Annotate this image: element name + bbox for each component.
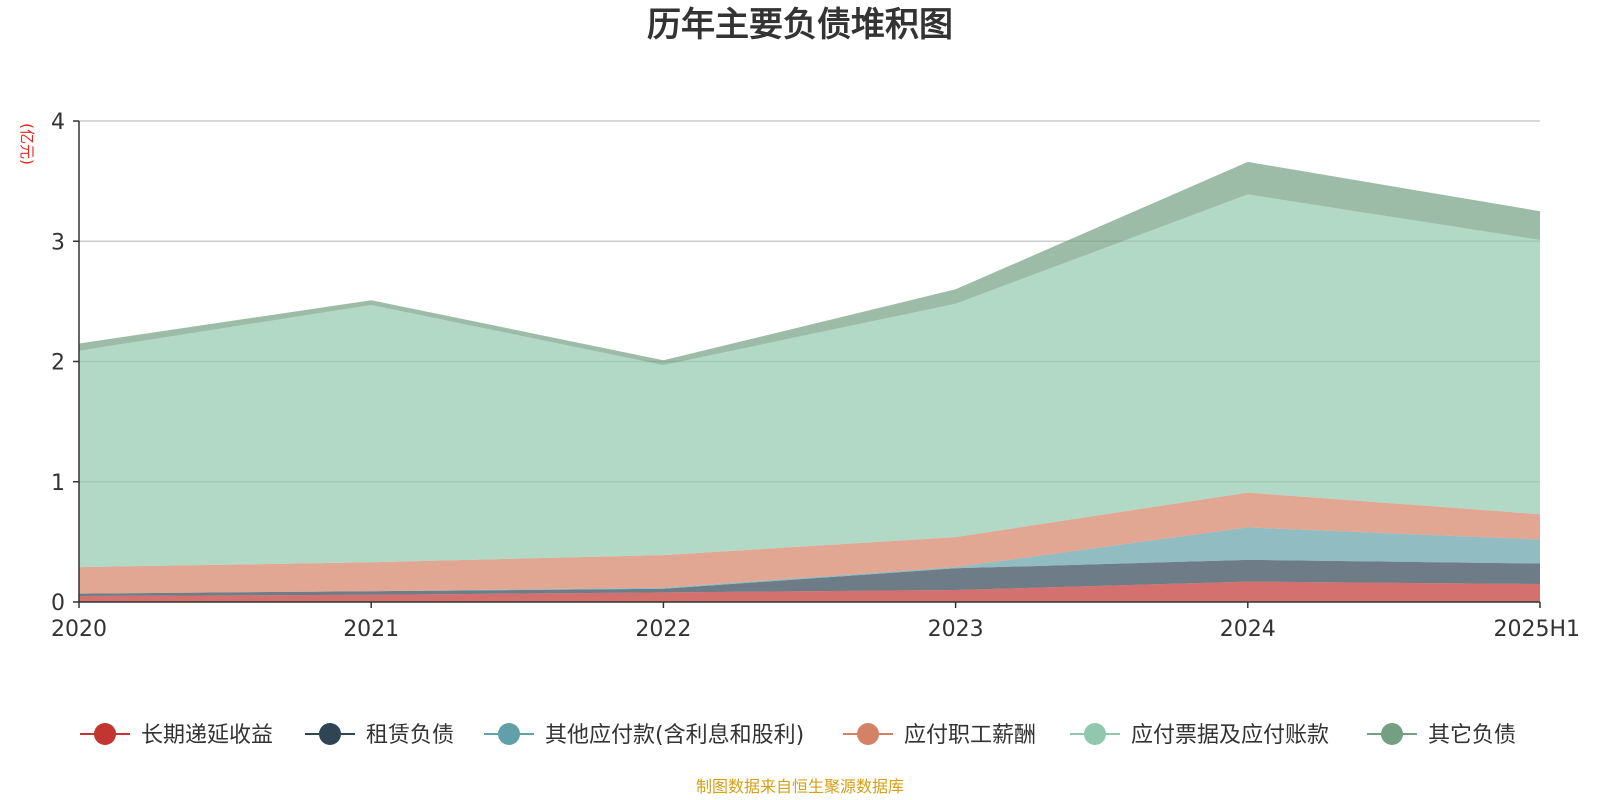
legend[interactable]: 长期递延收益 租赁负债 其他应付款(含利息和股利) 应付职工薪酬 应付票据及应付账款 其它…	[80, 723, 1516, 748]
x-tick-label: 2023	[928, 617, 984, 642]
x-tick-label: 2022	[635, 617, 691, 642]
legend-marker	[1381, 723, 1403, 745]
legend-label: 应付票据及应付账款	[1131, 723, 1329, 748]
series-area	[79, 161, 1540, 366]
series-area	[79, 527, 1540, 594]
legend-marker	[498, 723, 520, 745]
legend-label: 其他应付款(含利息和股利)	[545, 723, 804, 748]
legend-marker	[1084, 723, 1106, 745]
y-tick-label: 4	[51, 110, 65, 135]
legend-item[interactable]: 应付票据及应付账款	[1070, 723, 1329, 748]
legend-item[interactable]: 应付职工薪酬	[843, 723, 1036, 748]
x-tick-label: 2020	[51, 617, 107, 642]
x-tick-label: 2021	[343, 617, 399, 642]
y-tick-label: 3	[51, 230, 65, 255]
legend-marker	[319, 723, 341, 745]
axes: 0 1 2 3 4 2020 2021 2022 2023 2024 2025H1	[51, 110, 1580, 642]
y-tick-label: 2	[51, 351, 65, 376]
x-tick-label: 2024	[1220, 617, 1276, 642]
data-source-note: 制图数据来自恒生聚源数据库	[696, 777, 904, 796]
legend-marker	[94, 723, 116, 745]
series-area	[79, 492, 1540, 594]
x-tick-label: 2025H1	[1493, 617, 1580, 642]
y-tick-label: 1	[51, 471, 65, 496]
series-area	[79, 194, 1540, 568]
area-series	[79, 161, 1540, 602]
series-area	[79, 559, 1540, 596]
y-axis-unit: (亿元)	[18, 123, 36, 165]
legend-marker	[857, 723, 879, 745]
legend-item[interactable]: 其它负债	[1367, 723, 1516, 748]
legend-label: 长期递延收益	[141, 723, 273, 748]
y-tick-label: 0	[51, 591, 65, 616]
legend-label: 应付职工薪酬	[904, 723, 1036, 748]
legend-item[interactable]: 其他应付款(含利息和股利)	[484, 723, 804, 748]
legend-label: 租赁负债	[366, 723, 454, 748]
legend-label: 其它负债	[1428, 723, 1516, 748]
series-area	[79, 581, 1540, 602]
chart-title: 历年主要负债堆积图	[647, 5, 953, 45]
legend-item[interactable]: 租赁负债	[305, 723, 454, 748]
legend-item[interactable]: 长期递延收益	[80, 723, 273, 748]
